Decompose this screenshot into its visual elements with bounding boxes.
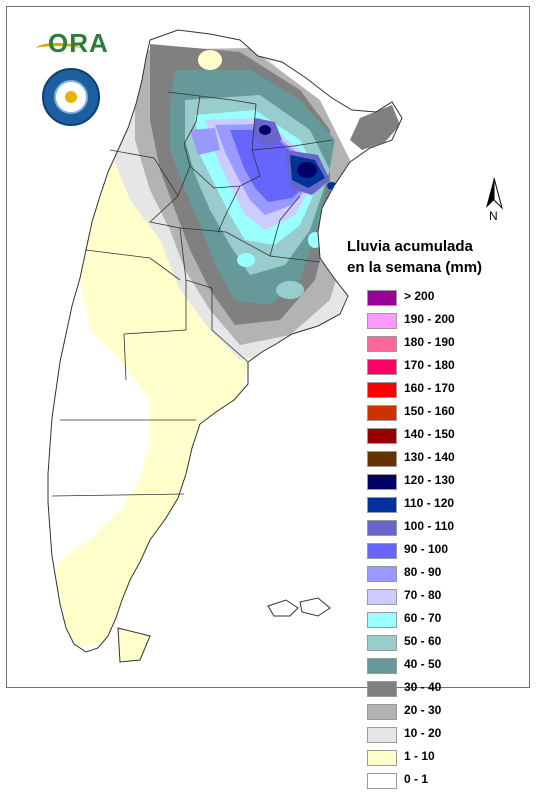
legend-swatch [367,313,397,329]
legend-swatch [367,451,397,467]
legend-swatch [367,773,397,789]
legend-swatch [367,474,397,490]
legend-label: 20 - 30 [404,703,442,717]
institution-seal [42,68,100,126]
legend-title-line2: en la semana (mm) [347,259,483,276]
legend-label: > 200 [404,289,435,303]
legend-title: Lluvia acumulada en la semana (mm) [347,236,517,278]
legend-swatch [367,750,397,766]
legend-swatch [367,428,397,444]
legend-swatch [367,497,397,513]
ora-logo: ORA [34,28,108,58]
legend-label: 10 - 20 [404,726,442,740]
legend-label: 70 - 80 [404,588,442,602]
legend-label: 1 - 10 [404,749,435,763]
north-arrow: N [480,176,508,226]
legend-label: 110 - 120 [404,496,455,510]
legend-label: 180 - 190 [404,335,455,349]
legend-swatch [367,589,397,605]
north-letter: N [489,209,498,223]
legend-swatch [367,382,397,398]
legend-swatch [367,290,397,306]
legend-label: 160 - 170 [404,381,455,395]
rainfall-zones [48,44,400,650]
legend-swatch [367,704,397,720]
legend-label: 60 - 70 [404,611,442,625]
legend-label: 120 - 130 [404,473,455,487]
legend-label: 190 - 200 [404,312,455,326]
legend-label: 150 - 160 [404,404,455,418]
legend-swatch [367,612,397,628]
legend-label: 80 - 90 [404,565,442,579]
rainfall-map [47,29,403,663]
north-arrow-icon [486,177,503,210]
legend-label: 30 - 40 [404,680,442,694]
legend-title-line1: Lluvia acumulada [347,238,473,255]
legend-swatch [367,566,397,582]
legend-swatch [367,520,397,536]
legend-label: 0 - 1 [404,772,429,786]
legend-swatch [367,727,397,743]
malvinas-islands [267,597,331,617]
legend-label: 90 - 100 [404,542,449,556]
legend-swatch [367,336,397,352]
legend-swatch [367,658,397,674]
legend-label: 130 - 140 [404,450,455,464]
legend-label: 50 - 60 [404,634,442,648]
legend-label: 140 - 150 [404,427,455,441]
legend-swatch [367,359,397,375]
legend-swatch [367,681,397,697]
legend-label: 170 - 180 [404,358,455,372]
legend-swatch [367,405,397,421]
legend-label: 100 - 110 [404,519,455,533]
tierra-del-fuego [117,627,151,663]
legend-swatch [367,635,397,651]
legend-label: 40 - 50 [404,657,442,671]
legend-swatch [367,543,397,559]
province-borders [51,91,333,497]
